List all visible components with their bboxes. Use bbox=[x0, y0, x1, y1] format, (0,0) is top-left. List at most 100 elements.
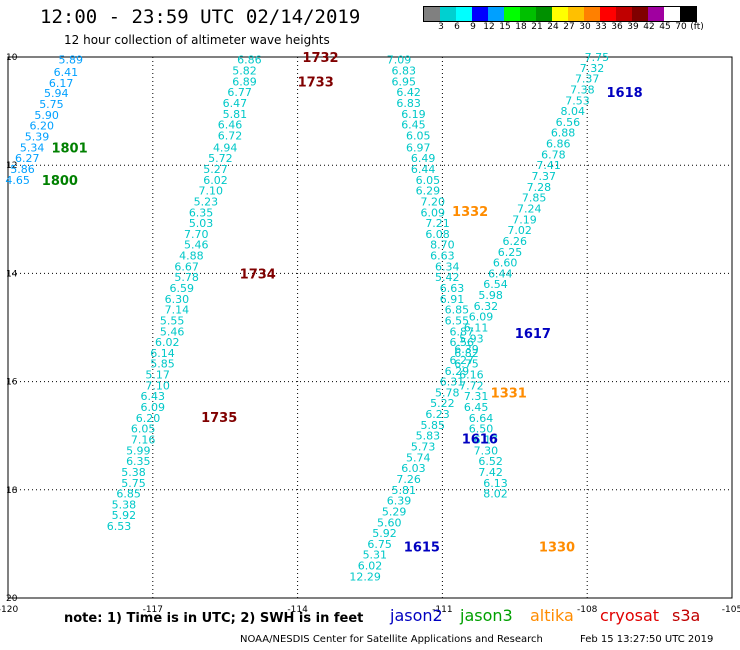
wave-height-point: 5.99 bbox=[126, 444, 151, 457]
wave-height-point: 6.44 bbox=[488, 267, 513, 280]
satellite-legend-jason3: jason3 bbox=[460, 606, 513, 625]
pass-time-label: 1732 bbox=[302, 51, 338, 66]
wave-height-point: 6.05 bbox=[131, 423, 156, 436]
wave-height-point: 8.04 bbox=[560, 105, 585, 118]
wave-height-point: 5.22 bbox=[430, 397, 455, 410]
wave-height-point: 7.26 bbox=[396, 473, 421, 486]
wave-height-point: 6.31 bbox=[440, 376, 465, 389]
colorbar-label: 30 bbox=[579, 22, 591, 32]
pass-time-label: 1330 bbox=[539, 541, 575, 556]
pass-time-label: 1735 bbox=[201, 411, 237, 426]
wave-height-point: 5.46 bbox=[160, 325, 185, 338]
wave-height-point: 6.29 bbox=[416, 185, 441, 198]
plot-frame bbox=[7, 56, 733, 599]
wave-height-point: 6.95 bbox=[392, 75, 417, 88]
wave-height-point: 7.70 bbox=[184, 228, 209, 241]
colorbar-label: 27 bbox=[563, 22, 575, 32]
wave-height-point: 6.77 bbox=[227, 86, 252, 99]
satellite-legend-altika: altika bbox=[530, 606, 574, 625]
wave-height-point: 5.23 bbox=[194, 195, 219, 208]
wave-height-point: 6.97 bbox=[406, 141, 431, 154]
colorbar-swatch bbox=[600, 7, 616, 21]
wave-height-point: 7.10 bbox=[145, 379, 170, 392]
colorbar-label: 21 bbox=[531, 22, 543, 32]
y-tick-label: 12 bbox=[6, 161, 17, 171]
colorbar-label: 9 bbox=[470, 22, 476, 32]
wave-height-point: 6.23 bbox=[425, 408, 450, 421]
wave-height-point: 7.24 bbox=[517, 202, 542, 215]
wave-height-point: 6.55 bbox=[445, 314, 470, 327]
x-tick-label: -105 bbox=[722, 605, 740, 615]
wave-height-point: 6.86 bbox=[237, 54, 262, 67]
wave-height-point: 5.82 bbox=[232, 65, 257, 78]
wave-height-point: 6.05 bbox=[406, 129, 431, 142]
wave-height-point: 5.83 bbox=[416, 430, 441, 443]
colorbar bbox=[423, 6, 697, 22]
wave-height-point: 6.13 bbox=[483, 477, 508, 490]
footer-credit: NOAA/NESDIS Center for Satellite Applica… bbox=[240, 634, 543, 645]
pass-time-label: 1616 bbox=[462, 432, 498, 447]
wave-height-point: 6.63 bbox=[440, 282, 465, 295]
wave-height-point: 7.19 bbox=[512, 213, 537, 226]
wave-height-point: 6.29 bbox=[445, 365, 470, 378]
wave-height-point: 5.73 bbox=[411, 441, 436, 454]
colorbar-label: 3 bbox=[438, 22, 444, 32]
wave-height-point: 6.08 bbox=[425, 228, 450, 241]
wave-height-point: 7.30 bbox=[474, 444, 499, 457]
wave-height-point: 5.46 bbox=[184, 239, 209, 252]
colorbar-label: 36 bbox=[611, 22, 623, 32]
wave-height-point: 6.20 bbox=[136, 412, 161, 425]
colorbar-label: 18 bbox=[515, 22, 527, 32]
wave-height-point: 5.27 bbox=[203, 163, 228, 176]
colorbar-label: 42 bbox=[643, 22, 655, 32]
wave-height-point: 6.35 bbox=[189, 206, 214, 219]
wave-height-point: 5.34 bbox=[20, 141, 45, 154]
wave-height-point: 6.35 bbox=[126, 455, 151, 468]
wave-height-point: 5.85 bbox=[420, 419, 445, 432]
x-tick-label: -120 bbox=[0, 605, 18, 615]
pass-time-label: 1734 bbox=[240, 267, 276, 282]
wave-height-point: 6.91 bbox=[440, 293, 465, 306]
wave-height-point: 5.38 bbox=[121, 466, 146, 479]
wave-height-point: 6.45 bbox=[464, 401, 489, 414]
wave-height-point: 6.86 bbox=[546, 138, 571, 151]
wave-height-point: 5.94 bbox=[44, 87, 69, 100]
wave-height-point: 6.52 bbox=[478, 455, 503, 468]
colorbar-swatch bbox=[552, 7, 568, 21]
wave-height-point: 5.42 bbox=[435, 271, 460, 284]
wave-height-point: 6.78 bbox=[541, 148, 566, 161]
wave-height-point: 6.50 bbox=[469, 423, 494, 436]
wave-height-point: 5.86 bbox=[10, 163, 35, 176]
legend-note: note: 1) Time is in UTC; 2) SWH is in fe… bbox=[64, 611, 364, 626]
wave-height-point: 7.75 bbox=[585, 51, 610, 64]
wave-height-point: 6.02 bbox=[155, 336, 180, 349]
wave-height-point: 5.03 bbox=[189, 217, 214, 230]
wave-height-point: 7.02 bbox=[507, 224, 532, 237]
colorbar-swatch bbox=[488, 7, 504, 21]
wave-height-point: 6.64 bbox=[469, 412, 494, 425]
wave-height-point: 6.44 bbox=[411, 163, 436, 176]
colorbar-swatch bbox=[568, 7, 584, 21]
wave-height-point: 6.17 bbox=[474, 433, 499, 446]
colorbar-swatch bbox=[440, 7, 456, 21]
chart-subtitle: 12 hour collection of altimeter wave hei… bbox=[64, 33, 330, 47]
wave-height-point: 5.38 bbox=[112, 498, 137, 511]
pass-time-label: 1331 bbox=[491, 386, 527, 401]
wave-height-point: 6.60 bbox=[493, 257, 518, 270]
wave-height-point: 6.56 bbox=[449, 336, 474, 349]
wave-height-point: 6.47 bbox=[223, 97, 248, 110]
wave-height-point: 7.09 bbox=[387, 54, 412, 67]
wave-height-point: 8.70 bbox=[430, 239, 455, 252]
wave-height-point: 5.92 bbox=[112, 509, 137, 522]
wave-height-point: 6.41 bbox=[54, 66, 79, 79]
pass-time-label: 1733 bbox=[298, 75, 334, 90]
wave-height-point: 7.31 bbox=[464, 390, 489, 403]
wave-height-point: 7.10 bbox=[198, 185, 223, 198]
wave-height-point: 6.82 bbox=[454, 347, 479, 360]
colorbar-swatch bbox=[536, 7, 552, 21]
wave-height-point: 6.32 bbox=[474, 300, 499, 313]
satellite-legend-jason2: jason2 bbox=[390, 606, 443, 625]
wave-height-point: 6.67 bbox=[174, 260, 199, 273]
colorbar-swatch bbox=[664, 7, 680, 21]
